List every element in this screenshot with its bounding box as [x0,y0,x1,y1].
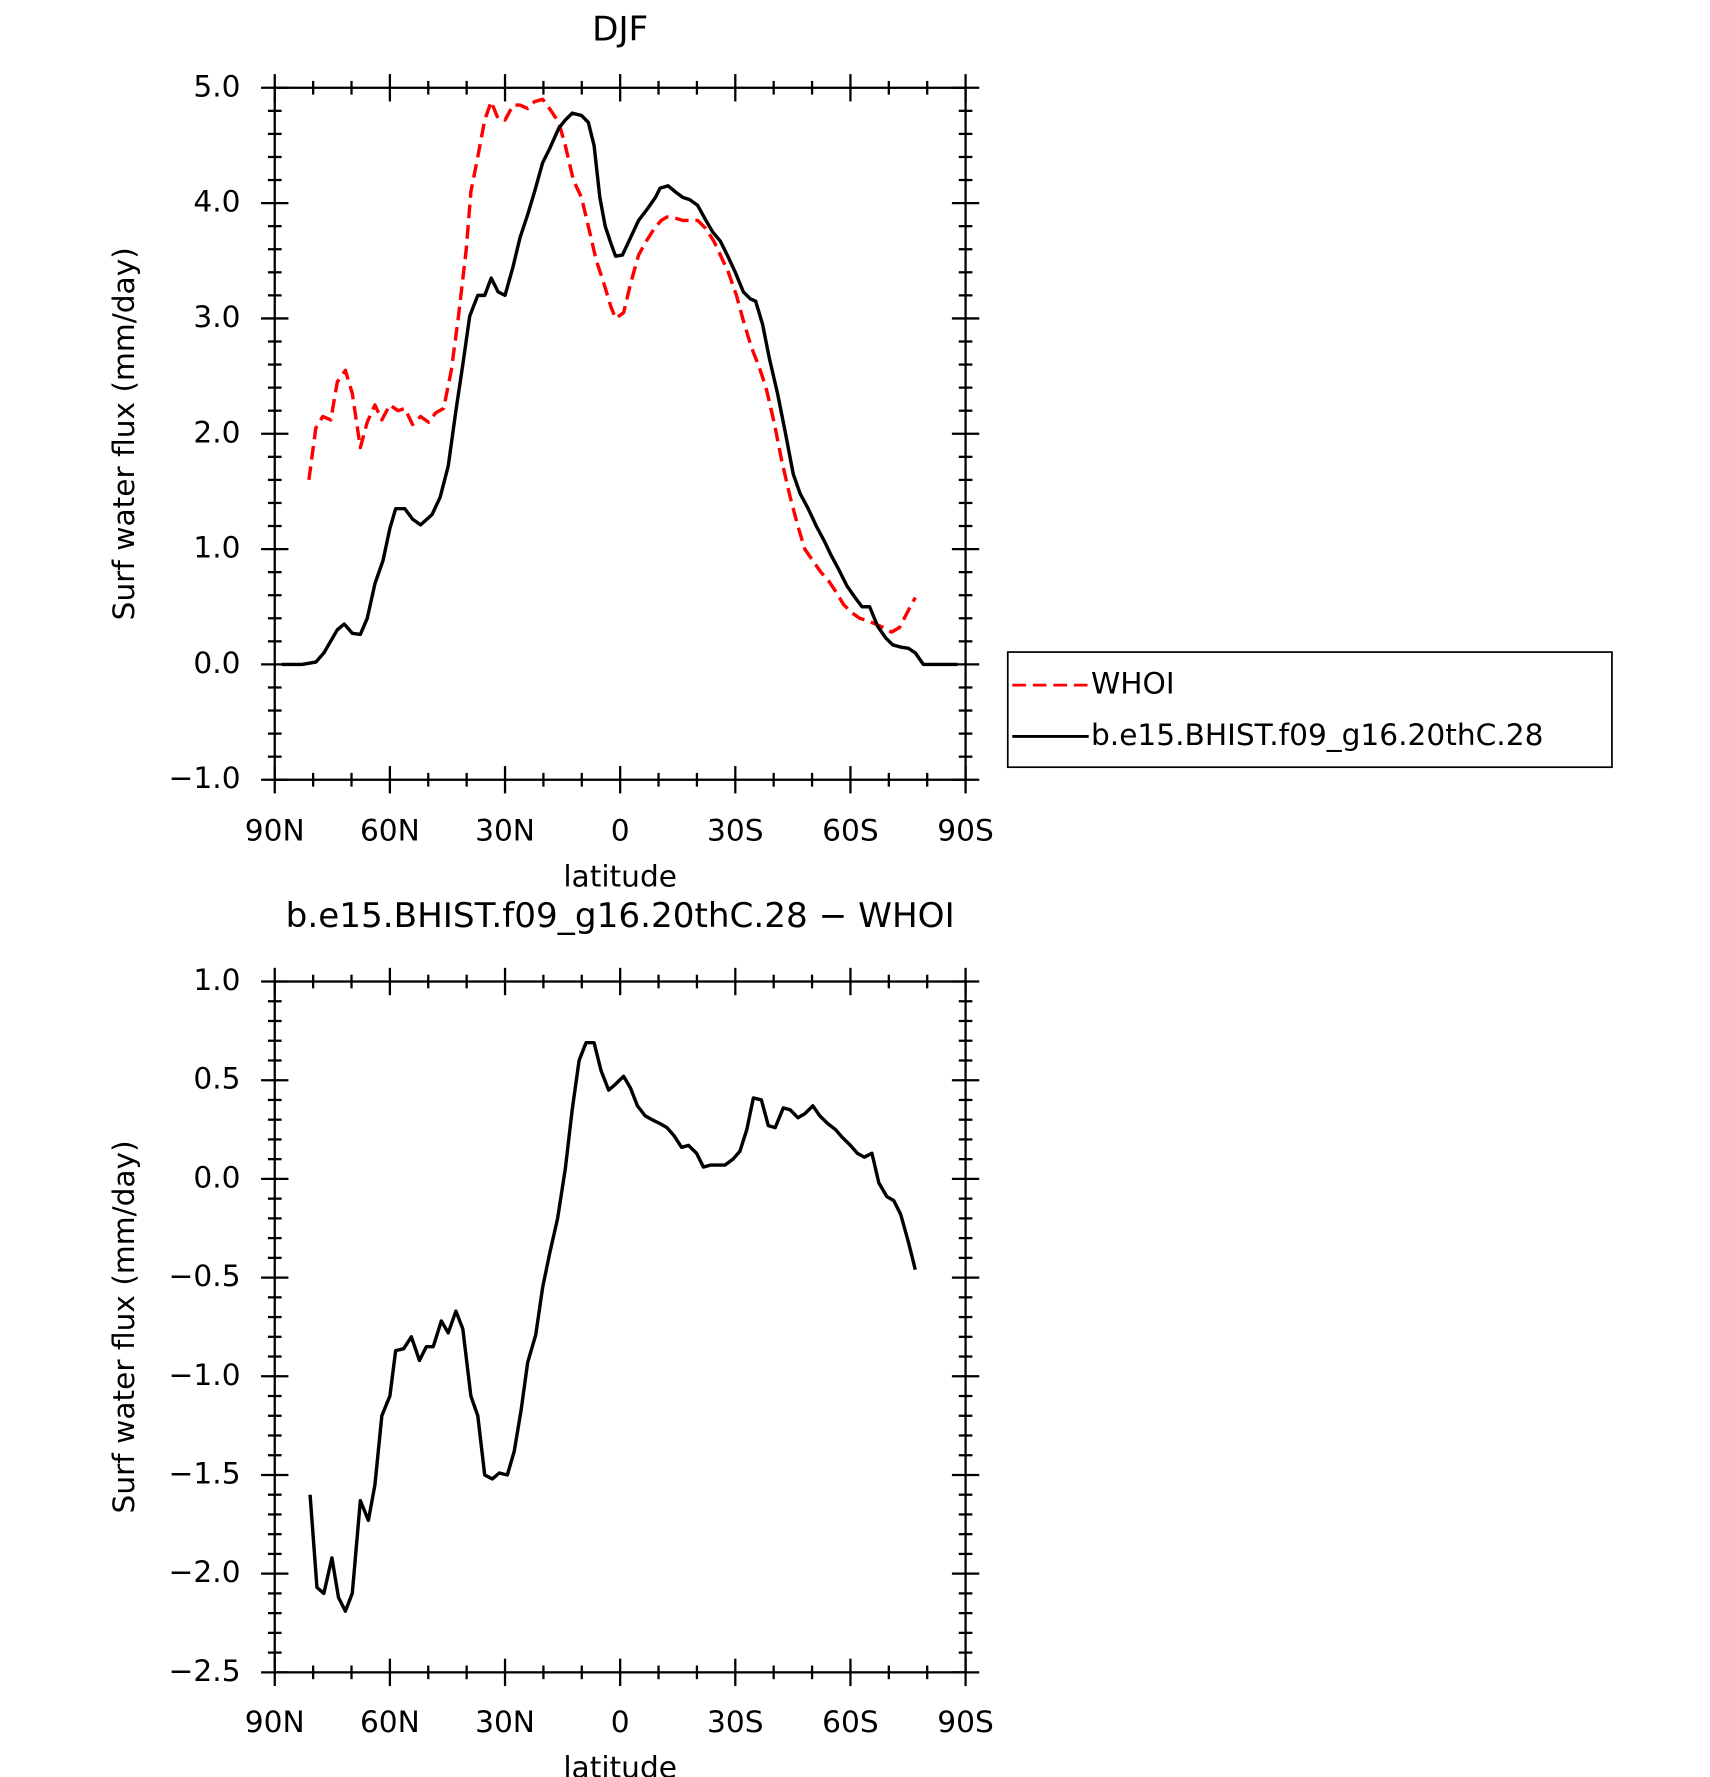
x-tick-label: 30S [707,813,764,848]
y-tick-label: 4.0 [193,184,240,219]
y-tick-label: 0.5 [193,1061,240,1096]
y-tick-label: 3.0 [193,299,240,334]
x-axis-label: latitude [563,858,677,893]
y-tick-label: −2.0 [169,1554,241,1589]
x-tick-label: 90N [245,813,305,848]
y-tick-label: 5.0 [193,68,240,103]
y-tick-label: 1.0 [193,962,240,997]
y-tick-label: 0.0 [193,645,240,680]
x-tick-label: 0 [611,1704,630,1739]
plot-frame [273,980,967,1674]
chart-title: b.e15.BHIST.f09_g16.20thC.28 − WHOI [286,896,955,936]
x-tick-label: 60N [360,813,420,848]
x-axis-label: latitude [563,1750,677,1777]
x-tick-label: 60S [822,1704,879,1739]
plot-frame [273,86,967,781]
x-tick-label: 30N [475,1704,535,1739]
y-tick-label: −1.5 [169,1455,241,1490]
legend-label: WHOI [1091,666,1175,701]
data-line [307,97,917,634]
data-line [281,111,958,667]
x-tick-label: 30N [475,813,535,848]
x-tick-label: 60S [822,813,879,848]
y-tick-label: 2.0 [193,414,240,449]
y-tick-label: 0.0 [193,1159,240,1194]
legend-box [1006,651,1613,769]
x-tick-label: 90S [937,1704,994,1739]
y-tick-label: −0.5 [169,1258,241,1293]
y-axis-label: Surf water flux (mm/day) [106,1140,141,1513]
x-tick-label: 0 [611,813,630,848]
x-tick-label: 60N [360,1704,420,1739]
chart-title: DJF [592,9,648,49]
legend-label: b.e15.BHIST.f09_g16.20thC.28 [1091,717,1543,752]
y-tick-label: −1.0 [169,1357,241,1392]
x-tick-label: 90S [937,813,994,848]
y-tick-label: −1.0 [169,760,241,795]
y-tick-label: −2.5 [169,1653,241,1688]
x-tick-label: 90N [245,1704,305,1739]
y-axis-label: Surf water flux (mm/day) [106,247,141,620]
x-tick-label: 30S [707,1704,764,1739]
data-line [308,1040,917,1613]
y-tick-label: 1.0 [193,530,240,565]
